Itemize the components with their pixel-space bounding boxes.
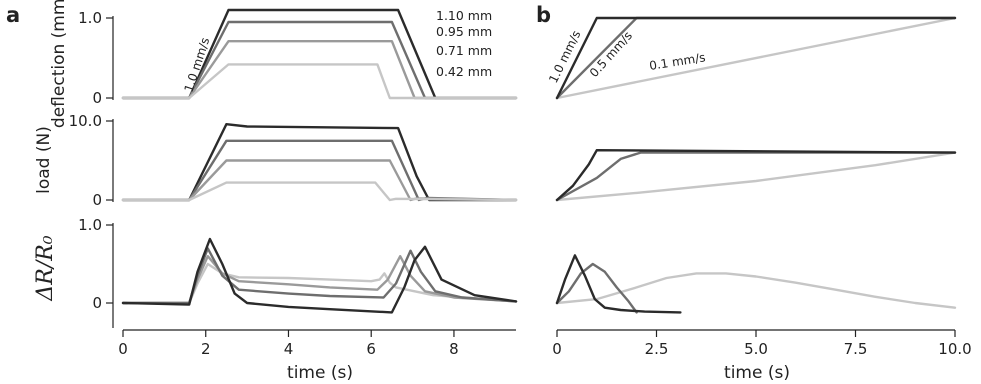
b-deflection-series-0	[555, 16, 957, 100]
a-load-ytick-label: 10.0	[69, 112, 102, 130]
data-lines	[121, 8, 957, 314]
annotation-0.95mm: 0.95 mm	[436, 24, 492, 39]
b-resistance-series-1	[555, 262, 638, 314]
annotation-1.10mm: 1.10 mm	[436, 8, 492, 23]
a-load-series-1	[121, 139, 518, 202]
b-deflection-series-2	[555, 16, 957, 100]
a-load-series-0	[121, 122, 518, 202]
a-resistance-ytick-label: 1.0	[78, 216, 102, 234]
b-load-series-0	[555, 151, 957, 202]
a-resistance-xtick-label: 2	[201, 340, 211, 358]
xlabel-a: time (s)	[287, 363, 353, 383]
b-resistance-xtick-label: 7.5	[844, 340, 868, 358]
annotation-0.71mm: 0.71 mm	[436, 43, 492, 58]
annotation-0.42mm: 0.42 mm	[436, 64, 492, 79]
a-resistance-series-1	[121, 255, 518, 305]
b-resistance-xtick-label: 2.5	[645, 340, 669, 358]
a-resistance-xtick-label: 8	[449, 340, 459, 358]
a-load-series-3	[121, 181, 518, 202]
b-resistance-series-0	[555, 272, 957, 309]
a-resistance-xtick-label: 4	[284, 340, 294, 358]
a-deflection-series-3	[121, 63, 518, 100]
annotation-rate-a: 1.0 mm/s	[182, 36, 213, 94]
a-load-ytick-label: 0	[92, 191, 102, 209]
a-resistance-series-2	[121, 247, 518, 305]
b-load-series-2	[555, 148, 957, 202]
a-resistance-ytick-label: 0	[92, 294, 102, 312]
a-resistance-xtick-label: 0	[118, 340, 128, 358]
a-deflection-ytick-label: 0	[92, 89, 102, 107]
b-resistance-xtick-label: 10.0	[938, 340, 971, 358]
b-resistance-xtick-label: 0	[552, 340, 562, 358]
panel-letter-a: a	[6, 3, 20, 27]
ylabel-deflection: deflection (mm)	[49, 0, 69, 128]
xlabel-b: time (s)	[724, 363, 790, 383]
a-resistance-xtick-label: 6	[366, 340, 376, 358]
axes: 0 1.0 0 10.0 0 1.0 0 2 4 6 8 0 2.5 5.0 7.5 10.0	[69, 9, 972, 358]
ylabel-load: load (N)	[34, 126, 54, 194]
b-resistance-xtick-label: 5.0	[744, 340, 768, 358]
a-load-series-2	[121, 159, 518, 202]
panel-letter-b: b	[536, 3, 551, 27]
b-resistance-series-2	[555, 254, 682, 314]
a-resistance-series-3	[121, 237, 518, 314]
annotation-rate-0.5: 0.5 mm/s	[587, 29, 635, 80]
b-load-series-1	[555, 151, 957, 202]
a-deflection-ytick-label: 1.0	[78, 9, 102, 27]
ylabel-resistance: ΔR/R₀	[33, 235, 58, 301]
